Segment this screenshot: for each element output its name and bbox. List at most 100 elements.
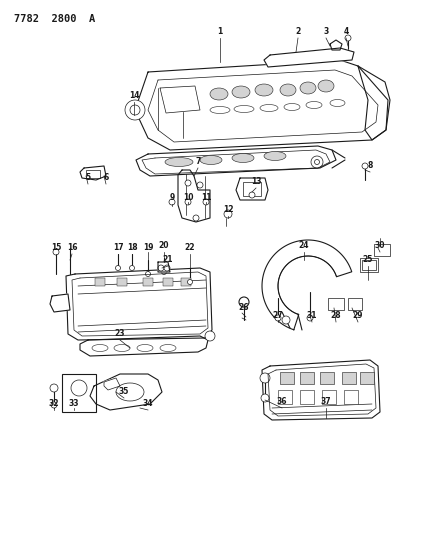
Bar bbox=[344, 390, 358, 404]
Polygon shape bbox=[236, 178, 268, 200]
Bar bbox=[342, 372, 356, 384]
Text: 5: 5 bbox=[86, 174, 91, 182]
Circle shape bbox=[197, 182, 203, 188]
Ellipse shape bbox=[210, 88, 228, 100]
Polygon shape bbox=[80, 336, 208, 356]
Ellipse shape bbox=[200, 156, 222, 165]
Polygon shape bbox=[80, 166, 106, 180]
Circle shape bbox=[116, 265, 121, 271]
Bar bbox=[62, 374, 96, 412]
Bar bbox=[163, 278, 173, 286]
Polygon shape bbox=[358, 66, 390, 140]
Circle shape bbox=[187, 279, 193, 285]
Ellipse shape bbox=[264, 151, 286, 160]
Bar bbox=[362, 260, 376, 270]
Text: 14: 14 bbox=[129, 92, 139, 101]
Text: 31: 31 bbox=[307, 311, 317, 320]
Polygon shape bbox=[158, 262, 170, 272]
Bar bbox=[300, 372, 314, 384]
Bar bbox=[243, 182, 261, 196]
Polygon shape bbox=[178, 170, 210, 222]
Text: 20: 20 bbox=[159, 241, 169, 251]
Bar bbox=[95, 278, 105, 286]
Ellipse shape bbox=[116, 383, 144, 401]
Text: 3: 3 bbox=[324, 28, 329, 36]
Circle shape bbox=[53, 249, 59, 255]
Text: 34: 34 bbox=[143, 400, 153, 408]
Circle shape bbox=[50, 384, 58, 392]
Polygon shape bbox=[330, 40, 342, 50]
Circle shape bbox=[203, 199, 209, 205]
Text: 33: 33 bbox=[69, 400, 79, 408]
Text: 17: 17 bbox=[113, 244, 123, 253]
Circle shape bbox=[362, 163, 368, 169]
Ellipse shape bbox=[137, 344, 153, 351]
Circle shape bbox=[51, 402, 57, 408]
Circle shape bbox=[185, 180, 191, 186]
Circle shape bbox=[224, 210, 232, 218]
Text: 8: 8 bbox=[367, 161, 373, 171]
Ellipse shape bbox=[234, 106, 254, 112]
Text: 16: 16 bbox=[67, 244, 77, 253]
Text: 10: 10 bbox=[183, 193, 193, 203]
Text: 27: 27 bbox=[273, 311, 283, 320]
Bar bbox=[360, 372, 374, 384]
Bar bbox=[278, 390, 292, 404]
Bar bbox=[181, 278, 191, 286]
Text: 7782  2800  A: 7782 2800 A bbox=[14, 14, 95, 24]
Circle shape bbox=[130, 265, 134, 271]
Ellipse shape bbox=[160, 344, 176, 351]
Bar bbox=[143, 278, 153, 286]
Text: 13: 13 bbox=[251, 177, 261, 187]
Polygon shape bbox=[136, 146, 336, 176]
Polygon shape bbox=[262, 360, 380, 420]
Circle shape bbox=[307, 315, 313, 321]
Text: 9: 9 bbox=[169, 193, 175, 203]
Bar bbox=[374, 244, 390, 256]
Text: 15: 15 bbox=[51, 244, 61, 253]
Bar bbox=[117, 278, 127, 286]
Text: 30: 30 bbox=[375, 241, 385, 251]
Circle shape bbox=[315, 159, 319, 165]
Text: 25: 25 bbox=[363, 255, 373, 264]
Bar bbox=[320, 372, 334, 384]
Bar bbox=[280, 372, 294, 384]
Polygon shape bbox=[262, 240, 352, 330]
Ellipse shape bbox=[318, 80, 334, 92]
Circle shape bbox=[169, 199, 175, 205]
Text: 2: 2 bbox=[295, 28, 300, 36]
Polygon shape bbox=[135, 60, 388, 150]
Ellipse shape bbox=[306, 101, 322, 109]
Circle shape bbox=[282, 316, 290, 324]
Circle shape bbox=[249, 192, 255, 198]
Polygon shape bbox=[104, 378, 120, 390]
Circle shape bbox=[185, 199, 191, 205]
Circle shape bbox=[71, 380, 87, 396]
Text: 7: 7 bbox=[195, 157, 201, 166]
Circle shape bbox=[239, 297, 249, 307]
Circle shape bbox=[260, 373, 270, 383]
Text: 26: 26 bbox=[239, 303, 249, 312]
Ellipse shape bbox=[232, 86, 250, 98]
Bar bbox=[86, 170, 100, 178]
Polygon shape bbox=[160, 86, 200, 113]
Circle shape bbox=[261, 394, 269, 402]
Ellipse shape bbox=[284, 103, 300, 110]
Circle shape bbox=[311, 156, 323, 168]
Text: 21: 21 bbox=[163, 255, 173, 264]
Text: 29: 29 bbox=[353, 311, 363, 320]
Ellipse shape bbox=[280, 84, 296, 96]
Text: 22: 22 bbox=[185, 244, 195, 253]
Ellipse shape bbox=[330, 100, 345, 107]
Text: 4: 4 bbox=[343, 28, 349, 36]
Ellipse shape bbox=[165, 157, 193, 166]
Bar bbox=[348, 298, 362, 310]
Ellipse shape bbox=[260, 104, 278, 111]
Bar bbox=[360, 258, 378, 272]
Text: 6: 6 bbox=[104, 174, 109, 182]
Text: 36: 36 bbox=[277, 398, 287, 407]
Circle shape bbox=[125, 100, 145, 120]
Text: 18: 18 bbox=[127, 244, 137, 253]
Ellipse shape bbox=[114, 344, 130, 351]
Text: 24: 24 bbox=[299, 241, 309, 251]
